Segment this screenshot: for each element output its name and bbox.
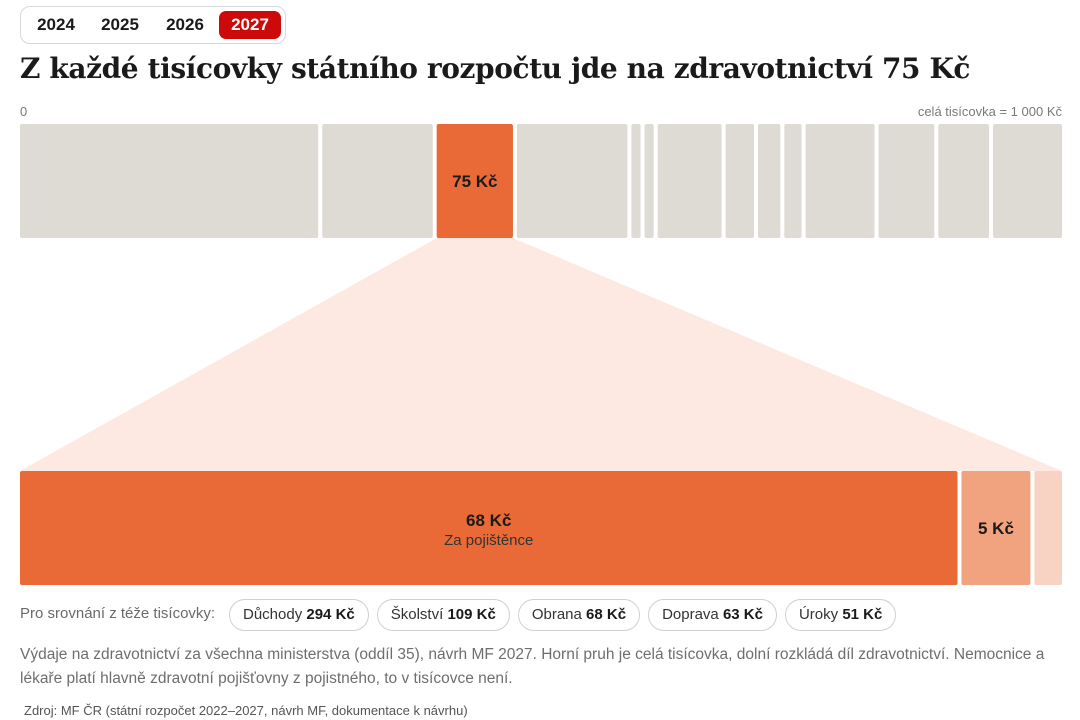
top-segment bbox=[805, 124, 875, 238]
top-segment-zdravotnictvi bbox=[436, 124, 513, 238]
page-title: Z každé tisícovky státního rozpočtu jde … bbox=[20, 52, 971, 85]
comparison-pills: Důchody 294 Kč Školství 109 Kč Obrana 68… bbox=[229, 599, 897, 631]
top-segment bbox=[631, 124, 641, 238]
top-segment-label: 75 Kč bbox=[452, 172, 497, 191]
tab-2027[interactable]: 2027 bbox=[219, 11, 281, 39]
top-segment bbox=[784, 124, 802, 238]
axis-left-label: 0 bbox=[20, 104, 28, 119]
pill-uroky[interactable]: Úroky 51 Kč bbox=[784, 599, 897, 631]
tab-2025[interactable]: 2025 bbox=[101, 15, 139, 34]
top-segment bbox=[644, 124, 654, 238]
pill-doprava[interactable]: Doprava 63 Kč bbox=[648, 599, 777, 631]
source: Zdroj: MF ČR (státní rozpočet 2022–2027,… bbox=[24, 703, 468, 718]
year-tabs: 2024 2025 2026 2027 bbox=[20, 6, 286, 44]
footnote: Výdaje na zdravotnictví za všechna minis… bbox=[20, 646, 1045, 687]
pill-duchody[interactable]: Důchody 294 Kč bbox=[229, 599, 369, 631]
breakdown-segment-2 bbox=[1034, 471, 1062, 585]
top-segment bbox=[725, 124, 754, 238]
breakdown-segment-1 bbox=[961, 471, 1031, 585]
tab-2024[interactable]: 2024 bbox=[37, 15, 75, 34]
top-segment bbox=[516, 124, 628, 238]
top-segment bbox=[993, 124, 1062, 238]
top-segment bbox=[322, 124, 433, 238]
top-segment bbox=[20, 124, 319, 238]
breakdown-label-1: 5 Kč bbox=[978, 519, 1014, 538]
breakdown-sublabel-0: Za pojištěnce bbox=[444, 532, 533, 549]
top-segment bbox=[657, 124, 722, 238]
pill-skolstvi[interactable]: Školství 109 Kč bbox=[376, 599, 510, 631]
budget-chart: 75 Kč 68 Kč Za pojištěnce 5 Kč bbox=[20, 124, 1062, 585]
top-segment bbox=[757, 124, 781, 238]
breakdown-segment-0 bbox=[20, 471, 958, 585]
axis-right-label: celá tisícovka = 1 000 Kč bbox=[917, 104, 1062, 119]
pill-obrana[interactable]: Obrana 68 Kč bbox=[517, 599, 641, 631]
top-segment bbox=[878, 124, 935, 238]
top-segment bbox=[938, 124, 990, 238]
breakdown-label-0: 68 Kč bbox=[466, 511, 511, 530]
comparison-label: Pro srovnání z téže tisícovky: bbox=[20, 605, 216, 622]
tab-2026[interactable]: 2026 bbox=[166, 15, 204, 34]
funnel-connector bbox=[20, 238, 1062, 471]
